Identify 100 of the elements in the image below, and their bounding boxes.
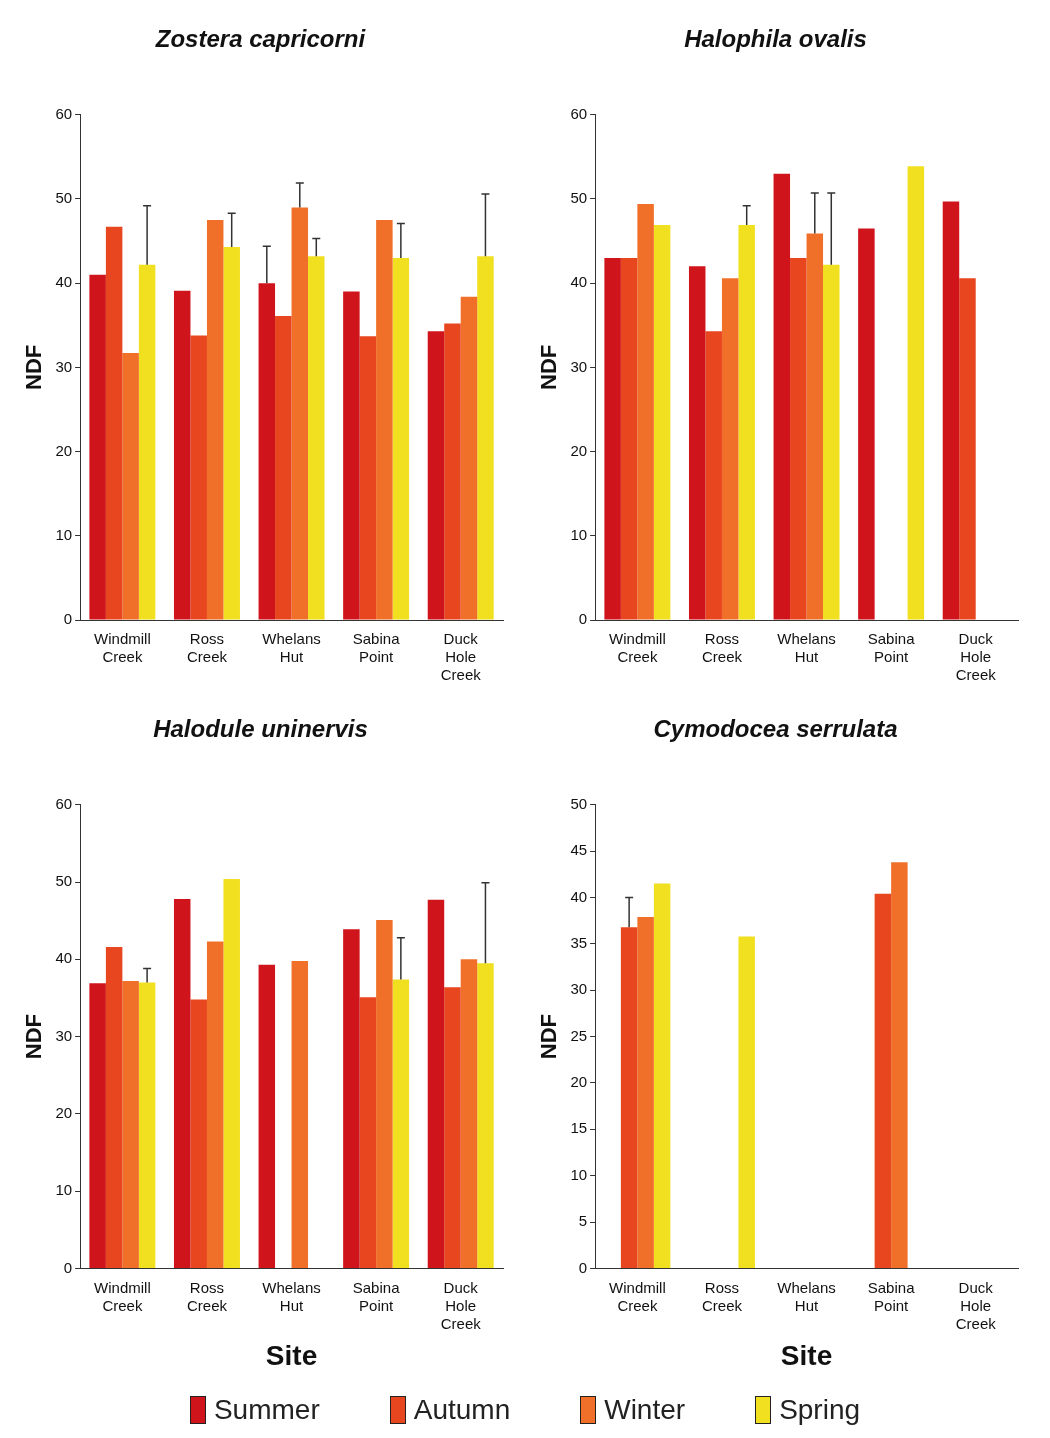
x-tick-label: Ross Creek — [186, 630, 228, 666]
x-tick-label: Whelans Hut — [262, 630, 321, 666]
x-tick-label: Whelans Hut — [262, 1278, 321, 1314]
x-tick-label: Windmill Creek — [94, 1278, 151, 1314]
x-axis-title: Site — [780, 1339, 833, 1371]
bar — [477, 256, 494, 620]
bar — [721, 278, 739, 620]
bar — [138, 982, 156, 1268]
bar — [275, 316, 292, 620]
bar — [773, 173, 791, 620]
y-tick-label: 0 — [63, 1258, 73, 1276]
y-tick-label: 40 — [570, 273, 588, 291]
y-tick-label: 20 — [55, 441, 73, 459]
y-tick-label: 10 — [570, 1165, 588, 1183]
y-tick-label: 10 — [570, 525, 588, 543]
bar — [637, 916, 654, 1268]
x-tick-label: Windmill Creek — [609, 1278, 666, 1314]
bar — [806, 233, 824, 620]
y-tick-label: 40 — [570, 887, 588, 905]
bar — [173, 290, 191, 620]
legend-label: Summer — [213, 1394, 320, 1426]
y-tick-label: 60 — [55, 104, 73, 122]
bar — [173, 899, 191, 1268]
bar — [653, 225, 671, 620]
bar — [790, 257, 807, 620]
bar — [392, 257, 410, 620]
x-axis-title: Site — [265, 1339, 318, 1371]
bar — [258, 283, 276, 620]
bar — [308, 256, 325, 620]
x-tick-label: Ross Creek — [701, 1278, 743, 1314]
y-tick-label: 0 — [63, 610, 73, 628]
bar — [427, 899, 445, 1268]
x-tick-label: Ross Creek — [186, 1278, 228, 1314]
bar — [858, 228, 875, 620]
bar — [223, 246, 240, 620]
y-tick-label: 0 — [578, 610, 588, 628]
bar — [89, 274, 106, 620]
bar — [738, 936, 755, 1268]
x-tick-label: Duck Hole Creek — [440, 1278, 482, 1332]
bar — [343, 929, 360, 1268]
bar — [105, 946, 123, 1268]
bar — [427, 331, 445, 620]
x-tick-label: Sabina Point — [867, 1278, 916, 1314]
x-tick-label: Whelans Hut — [777, 1278, 836, 1314]
y-tick-label: 15 — [570, 1119, 588, 1137]
bar — [206, 220, 224, 620]
bar — [138, 264, 156, 620]
bar — [959, 278, 976, 620]
y-tick-label: 20 — [55, 1104, 73, 1122]
y-tick-label: 50 — [55, 189, 73, 207]
y-axis-title: NDF — [536, 344, 562, 391]
bar — [620, 927, 638, 1268]
y-tick-label: 0 — [578, 1258, 588, 1276]
bar — [907, 166, 925, 620]
bar — [874, 893, 892, 1268]
x-tick-label: Duck Hole Creek — [955, 630, 997, 684]
bar — [258, 964, 276, 1268]
bar — [376, 220, 393, 620]
bar — [477, 963, 494, 1268]
x-tick-label: Sabina Point — [352, 1278, 401, 1314]
bar — [359, 336, 377, 620]
bar — [604, 257, 621, 620]
bar — [620, 257, 638, 620]
bar — [291, 207, 309, 620]
bar — [359, 997, 377, 1268]
bar — [122, 353, 139, 620]
legend-label: Winter — [604, 1394, 686, 1426]
bar — [343, 291, 360, 620]
bar — [637, 204, 654, 620]
bar — [460, 959, 478, 1268]
x-tick-label: Duck Hole Creek — [440, 630, 482, 684]
legend-label: Spring — [779, 1394, 861, 1426]
bar — [942, 201, 960, 620]
bar — [376, 919, 393, 1268]
bar — [688, 266, 706, 620]
y-tick-label: 30 — [55, 1026, 73, 1044]
y-tick-label: 50 — [55, 872, 73, 890]
x-tick-label: Windmill Creek — [94, 630, 151, 666]
chart-title: Zostera capricorni — [154, 25, 367, 53]
bar — [122, 980, 139, 1268]
x-tick-label: Sabina Point — [352, 630, 401, 666]
bar — [223, 878, 240, 1268]
bar — [891, 862, 908, 1268]
y-axis-title: NDF — [21, 344, 47, 391]
bar — [190, 335, 207, 620]
bar — [705, 331, 722, 620]
y-tick-label: 40 — [55, 273, 73, 291]
bar — [460, 296, 478, 620]
chart-title: Cymodocea serrulata — [653, 715, 898, 743]
y-tick-label: 50 — [570, 189, 588, 207]
y-axis-title: NDF — [536, 1013, 562, 1060]
bar — [206, 941, 224, 1268]
y-tick-label: 25 — [570, 1026, 588, 1044]
y-tick-label: 45 — [570, 841, 588, 859]
bar — [444, 987, 461, 1268]
y-tick-label: 5 — [578, 1212, 588, 1230]
chart-title: Halodule uninervis — [153, 715, 368, 743]
y-tick-label: 20 — [570, 1073, 588, 1091]
y-tick-label: 50 — [570, 794, 588, 812]
y-tick-label: 30 — [55, 357, 73, 375]
